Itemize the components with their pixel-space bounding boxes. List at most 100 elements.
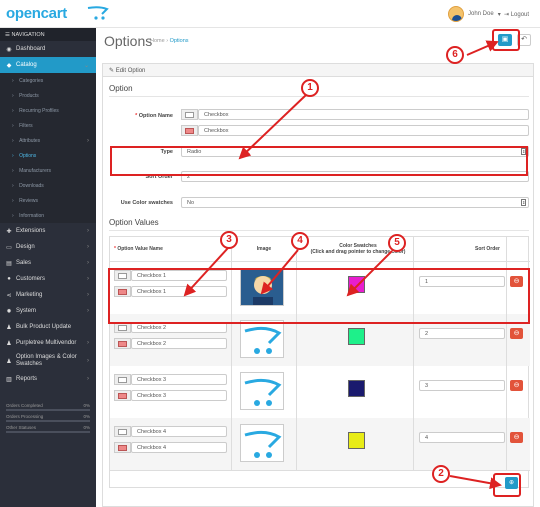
- sidebar-item-design[interactable]: ▭ Design ›: [0, 239, 96, 255]
- stat-progress-bar: [6, 431, 90, 433]
- option-name-input-1[interactable]: Checkbox: [198, 109, 529, 120]
- person-icon: ♟: [6, 358, 12, 365]
- color-swatches-label: Use Color swatches: [120, 200, 173, 206]
- option-values-table: * Option Value Name Image Color Swatches…: [109, 236, 530, 488]
- sort-order-input[interactable]: 4: [419, 432, 505, 443]
- sort-order-input[interactable]: 2: [181, 171, 529, 182]
- sidebar-item-marketing[interactable]: ⋖ Marketing ›: [0, 287, 96, 303]
- sort-order-input[interactable]: 1: [419, 276, 505, 287]
- section-divider: [109, 230, 529, 231]
- sidebar-sub-options[interactable]: › Options: [12, 152, 37, 159]
- opencart-logo[interactable]: opencart: [6, 5, 67, 22]
- value-name-input[interactable]: Checkbox 4: [131, 442, 227, 453]
- table-row: Checkbox 4 Checkbox 4 4 ⊖: [110, 418, 530, 470]
- sidebar-item-reports[interactable]: ▥ Reports ›: [0, 371, 96, 387]
- back-button[interactable]: ↶: [517, 34, 531, 46]
- arrow-1: [238, 94, 307, 160]
- sidebar-sub-label: Filters: [19, 122, 33, 129]
- col-header-swatches-line2: (Click and drag pointer to change color): [310, 249, 406, 255]
- callout-1: 1: [301, 79, 319, 97]
- option-image-cart[interactable]: [240, 320, 284, 358]
- breadcrumb-options[interactable]: Options: [169, 38, 189, 44]
- add-option-value-button[interactable]: ⊕: [505, 477, 518, 489]
- language-flag-icon: [114, 286, 131, 297]
- flag-graphic: [118, 272, 127, 279]
- flag-graphic: [118, 324, 127, 331]
- sidebar-sub-label: Reviews: [19, 197, 38, 204]
- sidebar-item-sales[interactable]: ▤ Sales ›: [0, 255, 96, 271]
- annotation-box-add: [493, 473, 521, 497]
- save-button[interactable]: ▣: [498, 34, 512, 46]
- sidebar-item-customers[interactable]: ● Customers ›: [0, 271, 96, 287]
- main-content: Options Home › Options ▣ ↶ ✎ Edit Option…: [96, 28, 540, 507]
- sort-order-input[interactable]: 3: [419, 380, 505, 391]
- stat-value: 0%: [83, 403, 90, 408]
- sidebar-item-label: Extensions: [16, 228, 46, 234]
- color-swatch[interactable]: [348, 380, 365, 397]
- stat-label: Other Statuses: [6, 425, 37, 430]
- page-title: Options: [104, 33, 153, 49]
- sort-order-input[interactable]: 2: [419, 328, 505, 339]
- sidebar-item-option-images[interactable]: ♟ Option Images & Color Swatches ›: [0, 351, 96, 371]
- sidebar-sub-label: Manufacturers: [19, 167, 52, 174]
- person-icon: ♟: [6, 324, 12, 331]
- sidebar-sub-label: Attributes: [19, 137, 41, 144]
- sidebar-sub-recurring-profiles[interactable]: › Recurring Profiles: [12, 107, 59, 114]
- user-icon: ●: [7, 276, 11, 282]
- sidebar-item-label: Catalog: [16, 62, 37, 68]
- value-name-input[interactable]: Checkbox 3: [131, 374, 227, 385]
- pencil-icon: ✎: [109, 68, 116, 74]
- value-name-input[interactable]: Checkbox 2: [131, 338, 227, 349]
- sidebar-sub-products[interactable]: › Products: [12, 92, 39, 99]
- sidebar-item-label: Customers: [16, 276, 46, 282]
- callout-2: 2: [432, 465, 450, 483]
- arrow-4: [260, 249, 299, 295]
- sidebar-item-bulk-product-update[interactable]: ♟ Bulk Product Update: [0, 319, 96, 335]
- logout-icon: ⇥: [504, 12, 511, 18]
- minus-circle-icon: ⊖: [513, 382, 520, 389]
- logout-link[interactable]: ⇥ Logout: [504, 11, 529, 18]
- sidebar-sub-downloads[interactable]: › Downloads: [12, 182, 44, 189]
- sidebar-sub-information[interactable]: › Information: [12, 212, 45, 219]
- remove-value-button[interactable]: ⊖: [510, 432, 523, 443]
- value-name-input[interactable]: Checkbox 4: [131, 426, 227, 437]
- language-flag-icon: [114, 442, 131, 453]
- sidebar-item-system[interactable]: ✹ System ›: [0, 303, 96, 319]
- remove-value-button[interactable]: ⊖: [510, 328, 523, 339]
- value-name-input[interactable]: Checkbox 1: [131, 270, 227, 281]
- table-row: Checkbox 3 Checkbox 3 3 ⊖: [110, 366, 530, 418]
- sidebar-sub-manufacturers[interactable]: › Manufacturers: [12, 167, 52, 174]
- sidebar-sub-label: Options: [19, 152, 37, 159]
- sidebar-item-extensions[interactable]: ✚ Extensions ›: [0, 223, 96, 239]
- remove-value-button[interactable]: ⊖: [510, 380, 523, 391]
- option-name-input-2[interactable]: Checkbox: [198, 125, 529, 136]
- table-col-divider: [413, 237, 414, 470]
- callout-4: 4: [291, 232, 309, 250]
- option-image-cart[interactable]: [240, 372, 284, 410]
- sidebar-item-dashboard[interactable]: ◉ Dashboard: [0, 41, 96, 57]
- sidebar-sub-reviews[interactable]: › Reviews: [12, 197, 38, 204]
- value-name-input[interactable]: Checkbox 1: [131, 286, 227, 297]
- color-swatch[interactable]: [348, 432, 365, 449]
- plus-circle-icon: ⊕: [508, 480, 515, 486]
- sidebar-sub-categories[interactable]: › Categories: [12, 77, 44, 84]
- callout-3: 3: [220, 231, 238, 249]
- sidebar-item-purpletree-multivendor[interactable]: ♟ Purpletree Multivendor ›: [0, 335, 96, 351]
- share-icon: ⋖: [6, 292, 12, 299]
- stat-value: 0%: [83, 414, 90, 419]
- value-name-input[interactable]: Checkbox 3: [131, 390, 227, 401]
- sidebar-item-catalog[interactable]: ◆ Catalog ⌄: [0, 57, 96, 73]
- remove-value-button[interactable]: ⊖: [510, 276, 523, 287]
- table-divider: [110, 261, 530, 262]
- color-swatches-select[interactable]: No ⇕: [181, 197, 529, 208]
- user-menu[interactable]: John Doe ▾: [448, 6, 501, 22]
- sidebar-sub-attributes[interactable]: › Attributes ›: [12, 137, 89, 144]
- option-image-cart[interactable]: [240, 424, 284, 462]
- stat-row: Orders Completed 0%: [6, 403, 90, 408]
- breadcrumb-home[interactable]: Home: [150, 38, 165, 44]
- color-swatch[interactable]: [348, 328, 365, 345]
- sidebar-sub-filters[interactable]: › Filters: [12, 122, 33, 129]
- language-flag-icon: [114, 270, 131, 281]
- chevron-right-icon: ›: [87, 308, 89, 314]
- sidebar-sub-label: Downloads: [19, 182, 44, 189]
